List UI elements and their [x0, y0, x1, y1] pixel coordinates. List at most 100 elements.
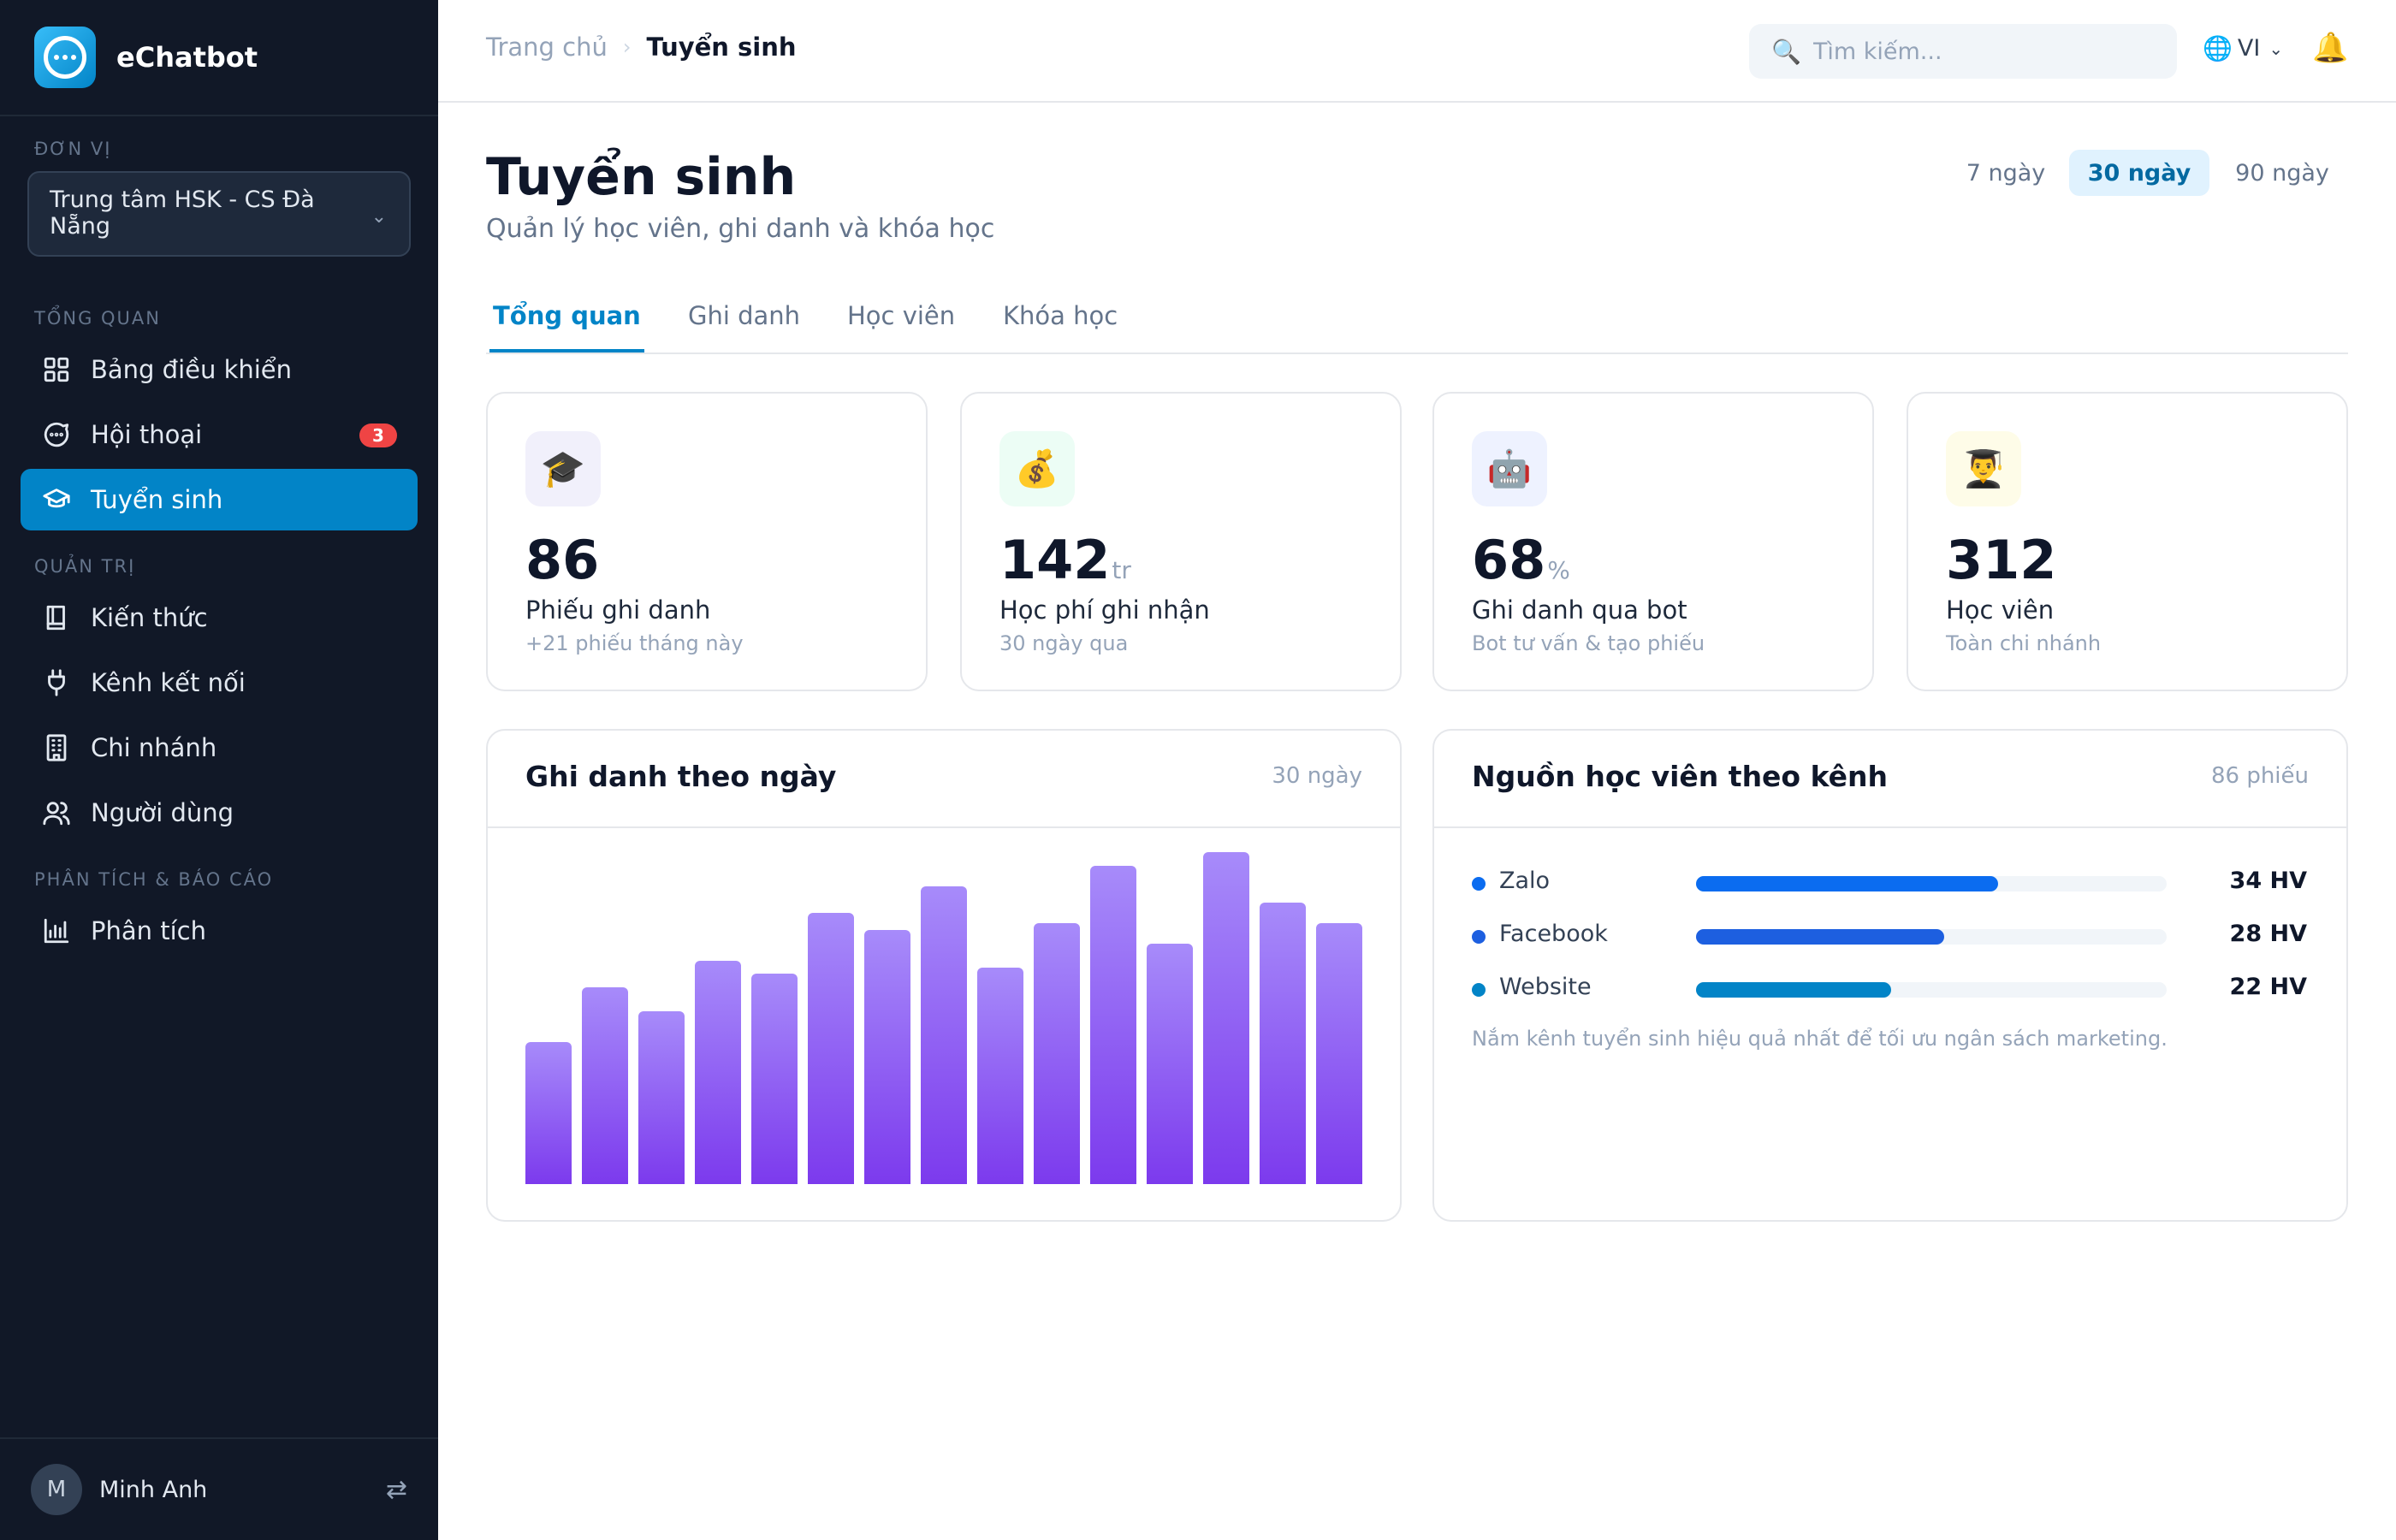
section-label-admin: QUẢN TRỊ: [34, 556, 136, 577]
source-row-facebook: Facebook 28 HV: [1472, 919, 2307, 953]
language-label: VI: [2237, 35, 2261, 62]
language-switcher[interactable]: 🌐 VI ⌄: [2203, 34, 2283, 62]
kpi-subtext: 30 ngày qua: [999, 631, 1129, 655]
chat-icon: [39, 418, 74, 452]
robot-icon: 🤖: [1472, 431, 1547, 506]
unit-select[interactable]: Trung tâm HSK - CS Đà Nẵng ⌄: [27, 171, 411, 257]
sidebar-item-dashboard[interactable]: Bảng điều khiển: [21, 339, 418, 400]
brand[interactable]: eChatbot: [0, 0, 438, 116]
source-row-website: Website 22 HV: [1472, 972, 2307, 1006]
source-value: 28 HV: [2229, 921, 2307, 947]
tab-overview[interactable]: Tổng quan: [489, 301, 644, 352]
breadcrumb: Trang chủ › Tuyển sinh: [486, 33, 797, 62]
progress-fill: [1696, 982, 1892, 998]
sidebar-item-branches[interactable]: Chi nhánh: [21, 717, 418, 779]
progress-track: [1696, 982, 2167, 998]
grid-icon: [39, 352, 74, 387]
panel-title: Ghi danh theo ngày: [525, 760, 837, 793]
section-label-overview: TỔNG QUAN: [34, 308, 161, 329]
chevron-right-icon: ›: [622, 35, 632, 59]
sidebar-item-label: Phân tích: [91, 916, 206, 945]
sidebar-item-enrollment[interactable]: Tuyển sinh: [21, 469, 418, 530]
panel-meta: 86 phiếu: [2210, 763, 2309, 789]
progress-fill: [1696, 929, 1945, 945]
unit-select-value: Trung tâm HSK - CS Đà Nẵng: [50, 187, 315, 240]
kpi-card-registrations: 🎓 86 Phiếu ghi danh +21 phiếu tháng này: [486, 392, 928, 691]
bell-icon[interactable]: 🔔: [2312, 31, 2349, 65]
bar-chart-icon: [39, 914, 74, 948]
bar-9: [977, 968, 1023, 1184]
kpi-subtext: Toàn chi nhánh: [1946, 631, 2102, 655]
page-title: Tuyển sinh: [486, 147, 797, 207]
graduation-cap-icon: [39, 483, 74, 517]
plug-icon: [39, 666, 74, 700]
progress-fill: [1696, 876, 1999, 891]
divider: [1434, 826, 2346, 828]
bar-1: [525, 1042, 572, 1184]
sidebar-item-label: Chi nhánh: [91, 733, 217, 762]
section-label-analytics: PHÂN TÍCH & BÁO CÁO: [34, 869, 274, 890]
sidebar-item-analytics[interactable]: Phân tích: [21, 900, 418, 962]
user-name: Minh Anh: [99, 1476, 208, 1503]
sidebar-item-channels[interactable]: Kênh kết nối: [21, 652, 418, 714]
source-channel-panel: Nguồn học viên theo kênh 86 phiếu Zalo 3…: [1432, 729, 2348, 1222]
brand-logo-icon: [34, 27, 96, 88]
sidebar-item-label: Hội thoại: [91, 420, 203, 449]
sidebar-item-users[interactable]: Người dùng: [21, 782, 418, 844]
progress-track: [1696, 929, 2167, 945]
user-profile[interactable]: M Minh Anh ⇄: [0, 1437, 438, 1540]
sidebar-item-label: Bảng điều khiển: [91, 355, 293, 384]
users-icon: [39, 796, 74, 830]
bar-3: [638, 1011, 685, 1184]
bar-14: [1260, 903, 1306, 1184]
building-icon: [39, 731, 74, 765]
source-row-zalo: Zalo 34 HV: [1472, 866, 2307, 900]
source-name: Facebook: [1499, 921, 1608, 947]
topbar: Trang chủ › Tuyển sinh 🔍 🌐 VI ⌄ 🔔: [438, 0, 2396, 103]
source-note: Nắm kênh tuyển sinh hiệu quả nhất để tối…: [1472, 1027, 2168, 1051]
bar-chart: [525, 845, 1362, 1184]
bar-15: [1316, 923, 1362, 1184]
progress-track: [1696, 876, 2167, 891]
switch-account-icon[interactable]: ⇄: [385, 1475, 407, 1505]
kpi-value: 86: [525, 529, 600, 591]
sidebar-item-knowledge[interactable]: Kiến thức: [21, 587, 418, 649]
breadcrumb-home[interactable]: Trang chủ: [486, 33, 608, 62]
student-icon: 👨‍🎓: [1946, 431, 2021, 506]
search-icon: 🔍: [1771, 37, 1801, 66]
chevron-down-icon: ⌄: [371, 206, 387, 228]
kpi-label: Học phí ghi nhận: [999, 595, 1210, 625]
enrollment-chart-panel: Ghi danh theo ngày 30 ngày: [486, 729, 1402, 1222]
source-name: Zalo: [1499, 868, 1551, 894]
sidebar-item-conversations[interactable]: Hội thoại 3: [21, 404, 418, 465]
range-30-days[interactable]: 30 ngày: [2069, 150, 2209, 196]
sidebar-item-label: Tuyển sinh: [91, 485, 223, 514]
tab-registrations[interactable]: Ghi danh: [688, 301, 801, 330]
kpi-label: Ghi danh qua bot: [1472, 595, 1687, 625]
book-icon: [39, 601, 74, 635]
panel-title: Nguồn học viên theo kênh: [1472, 760, 1889, 793]
unread-badge: 3: [359, 424, 397, 447]
brand-name: eChatbot: [116, 41, 258, 74]
bar-5: [751, 974, 798, 1184]
sidebar: eChatbot ĐƠN VỊ Trung tâm HSK - CS Đà Nẵ…: [0, 0, 438, 1540]
bar-10: [1034, 923, 1080, 1184]
range-90-days[interactable]: 90 ngày: [2235, 159, 2329, 187]
kpi-card-tuition: 💰 142tr Học phí ghi nhận 30 ngày qua: [960, 392, 1402, 691]
kpi-card-students: 👨‍🎓 312 Học viên Toàn chi nhánh: [1907, 392, 2348, 691]
panel-meta: 30 ngày: [1272, 763, 1362, 789]
tab-bar: Tổng quan Ghi danh Học viên Khóa học: [486, 291, 2348, 354]
search-box[interactable]: 🔍: [1749, 24, 2177, 79]
range-7-days[interactable]: 7 ngày: [1966, 159, 2046, 187]
legend-dot: [1472, 877, 1486, 891]
avatar: M: [31, 1464, 82, 1515]
bar-12: [1147, 944, 1193, 1184]
bar-6: [808, 913, 854, 1184]
sidebar-item-label: Người dùng: [91, 798, 234, 827]
divider: [488, 826, 1400, 828]
search-input[interactable]: [1812, 38, 2156, 65]
tab-courses[interactable]: Khóa học: [1003, 301, 1118, 330]
tab-students[interactable]: Học viên: [847, 301, 956, 330]
unit-label: ĐƠN VỊ: [34, 139, 112, 159]
sidebar-item-label: Kiến thức: [91, 603, 208, 632]
